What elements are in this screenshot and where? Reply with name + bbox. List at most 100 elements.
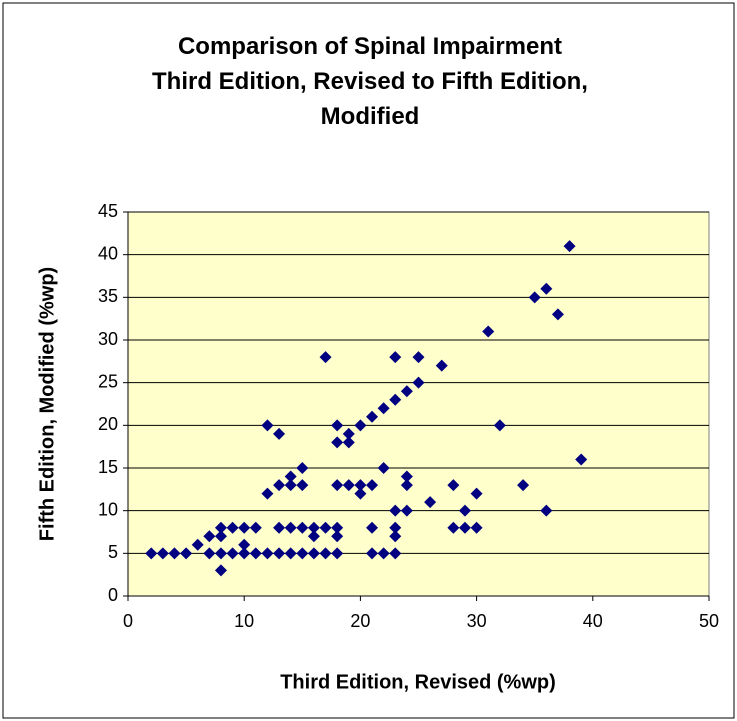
point	[540, 282, 553, 295]
point	[331, 479, 344, 492]
point	[412, 351, 425, 364]
point	[377, 547, 390, 560]
y-tick-label: 45	[98, 201, 118, 221]
point	[447, 479, 460, 492]
point	[424, 496, 437, 509]
point	[261, 487, 274, 500]
y-tick-label: 25	[98, 371, 118, 391]
point	[296, 462, 309, 474]
point	[389, 351, 402, 364]
point	[447, 521, 460, 534]
point	[528, 291, 541, 304]
point	[307, 521, 320, 534]
point	[203, 547, 216, 560]
point	[563, 240, 576, 253]
point	[319, 547, 332, 560]
point	[273, 547, 286, 560]
point	[214, 530, 227, 543]
point	[238, 547, 251, 560]
y-tick-label: 40	[98, 243, 118, 263]
point	[389, 530, 402, 543]
point	[389, 547, 402, 560]
x-tick-label: 30	[467, 611, 487, 631]
point	[296, 479, 309, 492]
point	[331, 547, 344, 560]
x-tick-label: 40	[583, 611, 603, 631]
point	[493, 419, 506, 432]
y-tick-label: 20	[98, 414, 118, 434]
x-tick-label: 20	[350, 611, 370, 631]
point	[458, 521, 471, 534]
point	[273, 479, 286, 492]
point	[284, 470, 297, 483]
x-tick-label: 10	[234, 611, 254, 631]
point	[331, 436, 344, 449]
point	[412, 376, 425, 389]
x-axis-label: Third Edition, Revised (%wp)	[280, 671, 556, 693]
x-tick-label: 0	[123, 611, 133, 631]
point	[389, 393, 402, 406]
point	[470, 521, 483, 534]
point	[377, 402, 390, 415]
point	[296, 521, 309, 534]
point	[551, 308, 564, 321]
point	[307, 547, 320, 560]
y-tick-label: 15	[98, 457, 118, 477]
point	[366, 479, 379, 492]
point	[400, 470, 413, 483]
y-tick-label: 35	[98, 286, 118, 306]
point	[249, 547, 262, 560]
point	[342, 427, 355, 440]
point	[389, 504, 402, 517]
point	[354, 487, 367, 500]
point	[214, 521, 227, 534]
point	[273, 427, 286, 440]
point	[319, 521, 332, 534]
point	[284, 479, 297, 492]
point	[261, 547, 274, 560]
plot-area	[127, 211, 710, 597]
point	[249, 521, 262, 534]
point	[331, 521, 344, 534]
point	[331, 530, 344, 543]
point	[284, 547, 297, 560]
point	[226, 521, 239, 534]
point	[214, 547, 227, 560]
point	[400, 479, 413, 492]
y-tick-label: 0	[108, 585, 118, 605]
point	[191, 538, 204, 551]
point	[435, 359, 448, 372]
point	[284, 521, 297, 534]
point	[389, 521, 402, 534]
point	[203, 530, 216, 543]
x-tick-label: 50	[699, 611, 719, 631]
point	[366, 547, 379, 560]
point	[377, 462, 390, 474]
point	[517, 479, 530, 492]
point	[354, 419, 367, 432]
point	[238, 538, 251, 551]
y-tick-label: 30	[98, 329, 118, 349]
point	[319, 351, 332, 364]
y-tick-label: 5	[108, 542, 118, 562]
y-axis-label: Fifth Edition, Modified (%wp)	[36, 267, 58, 541]
point	[342, 436, 355, 449]
chart-title: Comparison of Spinal Impairment Third Edi…	[152, 33, 588, 130]
point	[575, 453, 588, 466]
point	[458, 504, 471, 517]
point	[238, 521, 251, 534]
point	[296, 547, 309, 560]
point	[400, 385, 413, 398]
point	[331, 419, 344, 432]
point	[145, 547, 158, 560]
y-tick-label: 10	[98, 499, 118, 519]
point	[273, 521, 286, 534]
point	[470, 487, 483, 500]
point	[342, 479, 355, 492]
point	[156, 547, 169, 560]
point	[214, 564, 227, 577]
point	[400, 504, 413, 517]
point	[540, 504, 553, 517]
point	[168, 547, 181, 560]
point	[180, 547, 193, 560]
